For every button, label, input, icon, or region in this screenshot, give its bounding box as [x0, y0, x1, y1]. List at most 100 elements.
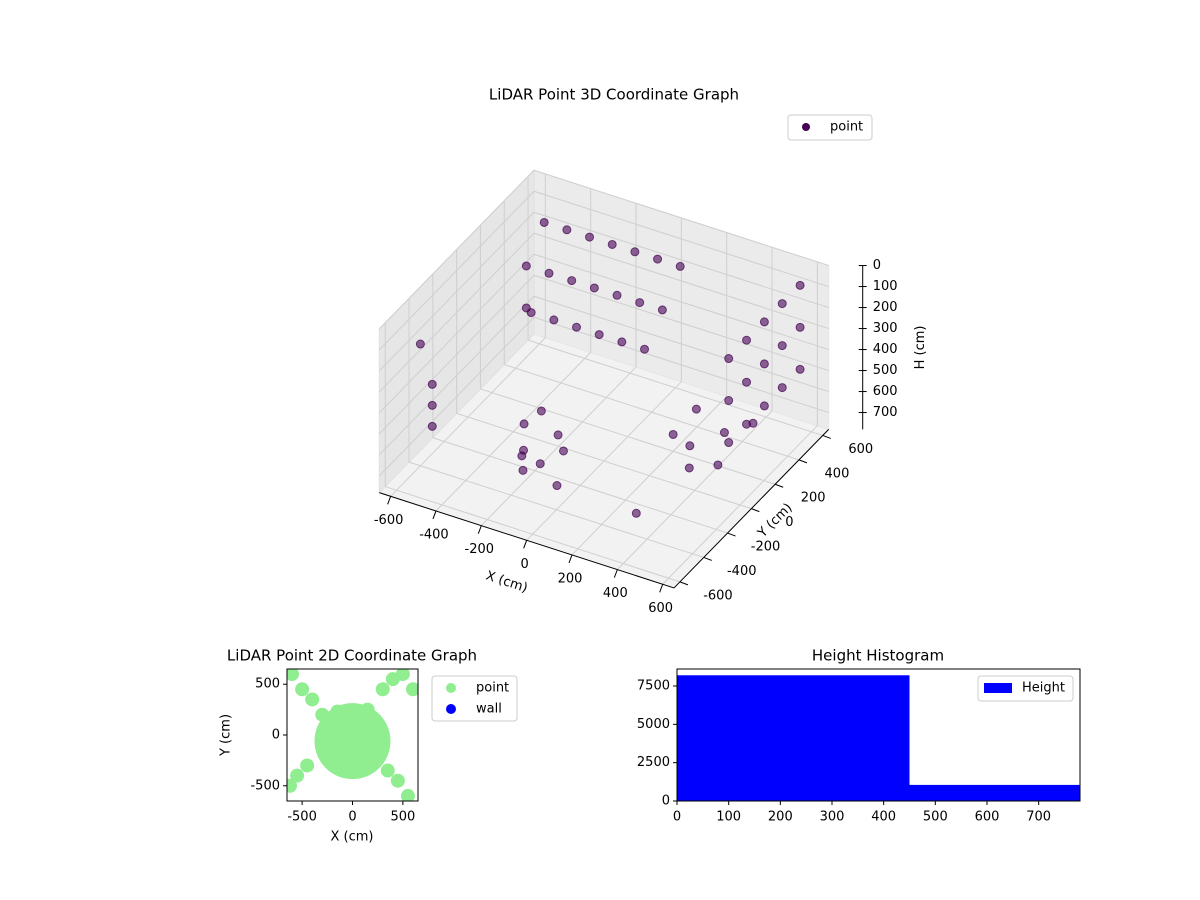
y-tick	[751, 508, 760, 513]
point	[287, 669, 300, 682]
x-tick-label: 500	[390, 810, 415, 825]
z-tick-label: 300	[873, 321, 898, 336]
x-tick-label: 400	[871, 810, 896, 825]
point	[777, 299, 787, 309]
point	[287, 778, 298, 793]
point	[517, 451, 527, 461]
point	[742, 377, 752, 387]
x-tick-label: 0	[673, 810, 681, 825]
point	[691, 404, 701, 414]
bar	[909, 784, 1080, 801]
y-tick-label: 2500	[637, 755, 670, 770]
point	[518, 465, 528, 475]
point	[617, 337, 627, 347]
y-tick-label: -400	[727, 564, 757, 579]
y-tick	[703, 556, 712, 561]
x-tick	[523, 540, 528, 549]
x-tick-label: 0	[521, 557, 529, 572]
grid-line	[378, 169, 535, 330]
z-tick-label: 400	[873, 342, 898, 357]
point	[594, 330, 604, 340]
x-tick-label: 400	[603, 586, 628, 601]
legend-marker	[802, 123, 810, 131]
point	[795, 280, 805, 290]
grid-line	[533, 295, 829, 393]
legend-box	[431, 675, 518, 722]
chart-title: LiDAR Point 2D Coordinate Graph	[227, 647, 477, 665]
x-axis-label: X (cm)	[331, 830, 374, 845]
point	[375, 682, 390, 697]
z-tick-label: 600	[873, 384, 898, 399]
point	[395, 669, 410, 682]
point	[567, 276, 577, 286]
z-tick-label: 0	[873, 258, 881, 273]
point	[572, 322, 582, 332]
y-tick-label: 0	[662, 794, 670, 809]
x-tick	[387, 496, 392, 505]
grid-line	[378, 232, 535, 393]
x-tick	[613, 569, 618, 578]
grid-line	[378, 274, 535, 435]
z-axis-label: H (cm)	[913, 326, 928, 370]
legend-label: wall	[476, 702, 502, 717]
legend-marker	[984, 683, 1012, 693]
point	[724, 438, 734, 448]
point	[668, 429, 678, 439]
point	[380, 763, 395, 778]
point	[415, 339, 425, 349]
z-tick-label: 700	[873, 405, 898, 420]
point	[777, 341, 787, 351]
point-core	[364, 755, 379, 770]
point	[630, 247, 640, 257]
point	[742, 335, 752, 345]
y-tick-label: 7500	[637, 679, 670, 694]
point	[685, 441, 695, 451]
x-tick-label: 0	[348, 810, 356, 825]
point	[400, 788, 415, 801]
point	[635, 298, 645, 308]
y-axis	[673, 428, 830, 589]
point	[549, 315, 559, 325]
point	[535, 459, 545, 469]
point	[795, 364, 805, 374]
y-tick	[679, 581, 689, 586]
point	[631, 508, 641, 518]
chart-title: LiDAR Point 3D Coordinate Graph	[489, 86, 739, 104]
x-tick-label: 600	[975, 810, 1000, 825]
y-tick-label: 0	[785, 515, 793, 530]
legend-marker	[446, 704, 456, 714]
point	[724, 354, 734, 364]
point	[612, 290, 622, 300]
grid-line	[533, 274, 829, 372]
y-tick	[822, 434, 831, 439]
x-tick	[659, 584, 664, 593]
point	[589, 283, 599, 293]
y-tick-label: 200	[801, 491, 826, 506]
y-tick-label: -500	[250, 778, 280, 793]
y-tick-label: 5000	[637, 717, 670, 732]
x-tick	[432, 510, 437, 520]
bar	[677, 675, 910, 801]
point-core	[364, 715, 384, 735]
y-axis-label: Y (cm)	[219, 714, 234, 757]
x-tick-label: 200	[558, 571, 583, 586]
point	[777, 383, 787, 393]
point	[405, 682, 418, 697]
grid-line	[385, 486, 681, 583]
point	[519, 419, 529, 429]
point	[657, 305, 667, 315]
axes-frame	[676, 668, 1081, 802]
grid-line	[527, 339, 823, 436]
grid-line	[533, 316, 829, 414]
grid-line	[533, 211, 829, 309]
point	[562, 225, 572, 235]
grid-line	[378, 316, 535, 477]
legend-box	[977, 675, 1074, 702]
y-tick	[774, 483, 784, 488]
y-tick	[798, 459, 808, 464]
x-tick	[477, 525, 482, 534]
point	[427, 379, 437, 389]
grid-line	[378, 190, 535, 351]
x-tick-label: 600	[648, 601, 673, 616]
point	[305, 692, 320, 707]
